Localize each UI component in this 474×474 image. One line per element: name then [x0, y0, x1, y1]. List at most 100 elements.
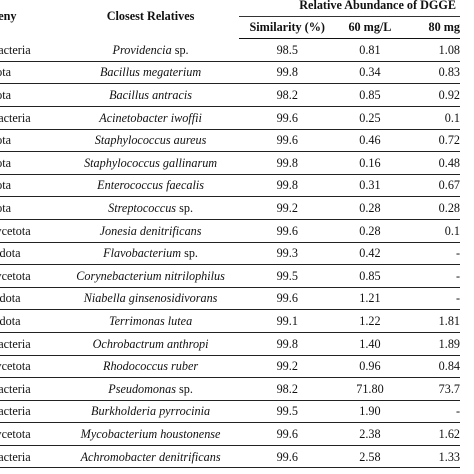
cell-closest-relative: Burkholderia pyrrocinia — [62, 400, 239, 424]
cell-abundance-80: 0.1 — [403, 219, 460, 243]
cell-closest-relative: Acinetobacter iwoffii — [62, 106, 239, 130]
cell-abundance-80: - — [403, 287, 460, 311]
cell-phylogeny: illota — [0, 61, 63, 85]
cell-closest-relative: Flavobacterium sp. — [62, 242, 239, 266]
header-phylogeny: ogeny — [0, 9, 17, 24]
cell-abundance-80: 1.33 — [403, 445, 460, 469]
cell-abundance-80: 0.72 — [403, 129, 460, 153]
cell-closest-relative: Staphylococcus aureus — [62, 129, 239, 153]
table-row: roidota Terrimonas lutea 99.11.221.81 — [0, 309, 460, 333]
species-name: Staphylococcus aureus — [94, 133, 207, 148]
cell-abundance-60: 71.80 — [336, 377, 404, 401]
header-80mg: 80 mg — [403, 16, 460, 40]
cell-similarity: 99.6 — [238, 287, 336, 311]
cell-phylogeny: illota — [0, 151, 63, 175]
cell-closest-relative: Terrimonas lutea — [62, 309, 239, 333]
cell-phylogeny: illota — [0, 196, 63, 220]
cell-abundance-80: 1.81 — [403, 309, 460, 333]
cell-closest-relative: Rhodococcus ruber — [62, 355, 239, 379]
cell-similarity: 99.3 — [238, 242, 336, 266]
cell-phylogeny: obacteria — [0, 445, 63, 469]
cell-closest-relative: Achromobacter denitrificans — [62, 445, 239, 469]
cell-phylogeny: mycetota — [0, 422, 63, 446]
cell-abundance-80: 0.67 — [403, 174, 460, 198]
table-row: illota Staphylococcus gallinarum 99.80.160… — [0, 151, 460, 175]
species-name: Mycobacterium houstonense — [80, 426, 221, 441]
cell-similarity: 99.5 — [238, 467, 336, 474]
cell-similarity: 99.5 — [238, 264, 336, 288]
table-row: mycetota Rhodococcus ruber 99.20.960.84 — [0, 355, 460, 379]
cell-abundance-60: 0.81 — [336, 38, 404, 62]
cell-abundance-60: 1.22 — [336, 309, 404, 333]
species-name: Niabella ginsenosidivorans — [83, 291, 218, 306]
table-row: illotaStreptococcus sp.99.20.280.28 — [0, 196, 460, 220]
cell-abundance-60: 1.21 — [336, 287, 404, 311]
table-row: roidotaFlavobacterium sp.99.30.42- — [0, 242, 460, 266]
cell-abundance-80: 0.84 — [403, 355, 460, 379]
cell-similarity: 99.6 — [238, 106, 336, 130]
cell-abundance-80: - — [403, 400, 460, 424]
cell-phylogeny: illota — [0, 83, 63, 107]
cell-closest-relative: Ochrobactrum anthropi — [62, 332, 239, 356]
cell-abundance-60: 0.28 — [336, 219, 404, 243]
cell-abundance-60: 0.31 — [336, 174, 404, 198]
cell-closest-relative: Bacillus antracis — [62, 83, 239, 107]
cell-abundance-60: 0.85 — [336, 264, 404, 288]
cell-abundance-80: 1.08 — [403, 38, 460, 62]
cell-phylogeny: roidota — [0, 309, 63, 333]
cell-phylogeny: obacteria — [0, 400, 63, 424]
cell-abundance-80: 1.89 — [403, 332, 460, 356]
cell-abundance-60: 0.28 — [336, 196, 404, 220]
cell-closest-relative: Staphylococcus gallinarum — [62, 151, 239, 175]
species-name: Achromobacter denitrificans — [80, 449, 221, 464]
cell-abundance-80: 12.0 — [403, 467, 460, 474]
cell-abundance-80: - — [403, 242, 460, 266]
species-name: Bacillus antracis — [109, 88, 193, 103]
cell-abundance-60: 0.34 — [336, 61, 404, 85]
cell-similarity: 98.5 — [238, 38, 336, 62]
cell-phylogeny: mycetota — [0, 467, 63, 474]
species-name: Streptococcus — [108, 201, 177, 216]
cell-similarity: 99.6 — [238, 422, 336, 446]
species-name: Providencia — [112, 42, 172, 57]
cell-abundance-80: 0.83 — [403, 61, 460, 85]
cell-phylogeny: roidota — [0, 242, 63, 266]
table-row: obacteria Burkholderia pyrrocinia 99.51.90… — [0, 400, 460, 424]
cell-closest-relative: Providencia sp. — [62, 38, 239, 62]
cell-closest-relative: Streptococcus sp. — [62, 196, 239, 220]
cell-abundance-60: 2.58 — [336, 445, 404, 469]
species-name: Ochrobactrum anthropi — [92, 336, 209, 351]
cell-phylogeny: roidota — [0, 287, 63, 311]
species-name: Burkholderia pyrrocinia — [91, 404, 211, 419]
species-name: Rhodococcus ruber — [103, 359, 199, 374]
species-name: Jonesia denitrificans — [99, 223, 202, 238]
cell-similarity: 99.8 — [238, 61, 336, 85]
cell-phylogeny: mycetota — [0, 219, 63, 243]
cell-similarity: 99.5 — [238, 400, 336, 424]
cell-phylogeny: illota — [0, 129, 63, 153]
cell-similarity: 99.8 — [238, 332, 336, 356]
cell-closest-relative: Gordonia terrae — [62, 467, 239, 474]
species-name: Bacillus megaterium — [99, 65, 202, 80]
table-row: obacteria Ochrobactrum anthropi 99.81.401.… — [0, 332, 460, 356]
header-60mgl: 60 mg/L — [336, 16, 404, 40]
table-row: illota Staphylococcus aureus 99.60.460.72 — [0, 129, 460, 153]
table-row: obacteria Achromobacter denitrificans 99.6… — [0, 445, 460, 469]
table-row: mycetota Mycobacterium houstonense 99.62.3… — [0, 422, 460, 446]
table-row: mycetota Jonesia denitrificans 99.60.280.1 — [0, 219, 460, 243]
cell-phylogeny: mycetota — [0, 355, 63, 379]
cell-abundance-80: 73.7 — [403, 377, 460, 401]
cell-abundance-80: 0.28 — [403, 196, 460, 220]
cell-similarity: 99.8 — [238, 151, 336, 175]
species-name: Pseudomonas — [108, 381, 176, 396]
cell-closest-relative: Enterococcus faecalis — [62, 174, 239, 198]
dgge-table: ogeny Closest Relatives Relative Abundan… — [0, 0, 460, 474]
cell-closest-relative: Bacillus megaterium — [62, 61, 239, 85]
species-name: Enterococcus faecalis — [97, 178, 204, 193]
cell-abundance-60: 0.96 — [336, 355, 404, 379]
cell-abundance-60: 0.25 — [336, 106, 404, 130]
header-relative-abundance: Relative Abundance of DGGE — [238, 0, 460, 17]
species-suffix: sp. — [181, 246, 198, 261]
cell-abundance-60: 0.46 — [336, 129, 404, 153]
